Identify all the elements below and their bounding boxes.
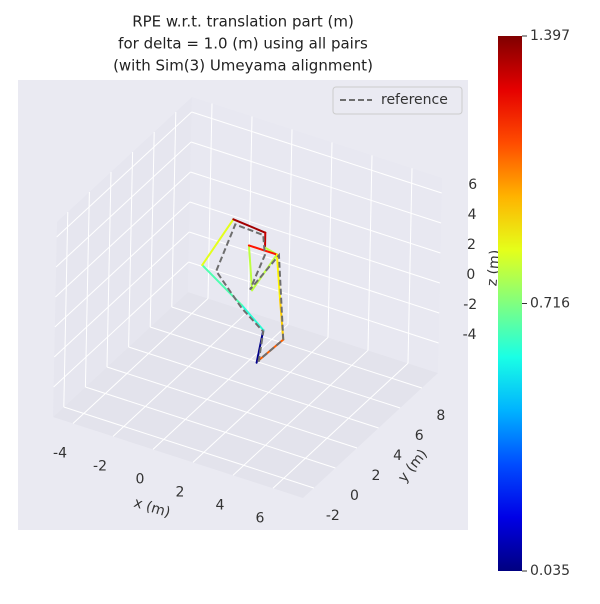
chart-title: (with Sim(3) Umeyama alignment) [113, 57, 373, 75]
colorbar-tick-label: 0.716 [530, 296, 570, 312]
y-tick-label: 8 [436, 408, 445, 424]
colorbar: 0.035 0.716 1.397 [498, 28, 570, 579]
x-tick-label: -2 [93, 458, 107, 474]
legend: reference [333, 87, 462, 114]
x-tick-label: 0 [136, 471, 145, 487]
y-tick-label: -2 [326, 508, 340, 524]
y-tick-label: 2 [372, 468, 381, 484]
x-tick-label: 2 [176, 484, 185, 500]
colorbar-scale [498, 36, 522, 571]
z-tick-label: 4 [468, 207, 477, 223]
x-tick-label: 6 [256, 510, 265, 526]
y-tick-label: 4 [393, 448, 402, 464]
z-tick-label: 0 [466, 267, 475, 283]
y-tick-label: 6 [415, 428, 424, 444]
legend-label: reference [381, 92, 448, 108]
chart-title: for delta = 1.0 (m) using all pairs [118, 35, 368, 53]
y-tick-label: 0 [350, 488, 359, 504]
x-tick-label: -4 [53, 445, 67, 461]
z-tick-label: -2 [463, 297, 477, 313]
z-tick-label: 2 [467, 237, 476, 253]
x-tick-label: 4 [216, 497, 225, 513]
z-tick-label: 6 [468, 177, 477, 193]
z-tick-label: -4 [463, 327, 477, 343]
colorbar-tick-label: 1.397 [530, 28, 570, 44]
chart-title: RPE w.r.t. translation part (m) [132, 13, 354, 31]
colorbar-tick-label: 0.035 [530, 563, 570, 579]
